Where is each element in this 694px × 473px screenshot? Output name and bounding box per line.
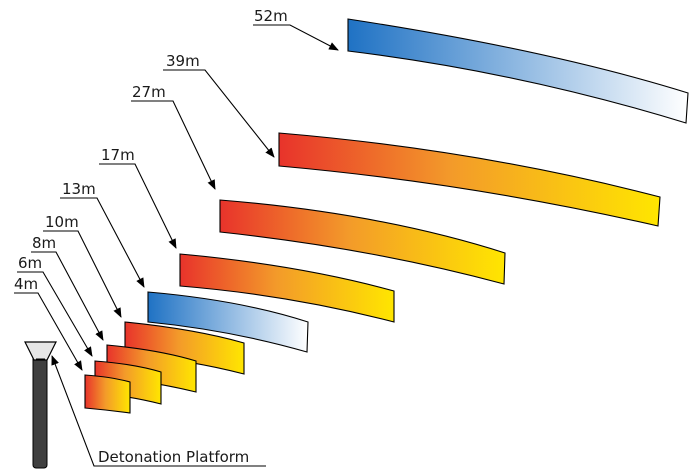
band-39m	[278, 132, 661, 227]
label-27m: 27m	[132, 83, 166, 101]
band-27m	[219, 199, 506, 285]
band-13m	[147, 291, 309, 353]
label-39m: 39m	[166, 52, 200, 70]
label-10m: 10m	[45, 213, 79, 231]
leader-4m	[14, 292, 83, 371]
leader-platform	[51, 355, 266, 467]
band-4m	[84, 374, 131, 414]
leader-52m	[253, 24, 339, 51]
label-13m: 13m	[62, 180, 96, 198]
leader-lines	[14, 24, 339, 467]
leader-17m	[99, 163, 177, 249]
platform-pole	[32, 354, 48, 469]
leader-10m	[43, 230, 122, 318]
band-52m	[347, 18, 689, 124]
label-8m: 8m	[32, 234, 56, 252]
platform-label: Detonation Platform	[98, 448, 249, 466]
label-17m: 17m	[101, 146, 135, 164]
leader-27m	[131, 100, 216, 190]
label-4m: 4m	[14, 275, 38, 293]
detonation-platform	[24, 341, 57, 469]
leader-8m	[31, 251, 104, 341]
distance-bands	[84, 18, 689, 414]
leader-6m	[17, 271, 93, 357]
label-52m: 52m	[254, 7, 288, 25]
label-6m: 6m	[18, 254, 42, 272]
leader-39m	[163, 69, 275, 158]
distance-labels: 52m 39m 27m 17m 13m 10m 8m 6m 4m Detonat…	[14, 7, 288, 466]
band-17m	[179, 253, 395, 323]
platform-cap	[24, 341, 57, 361]
leader-13m	[60, 197, 145, 288]
